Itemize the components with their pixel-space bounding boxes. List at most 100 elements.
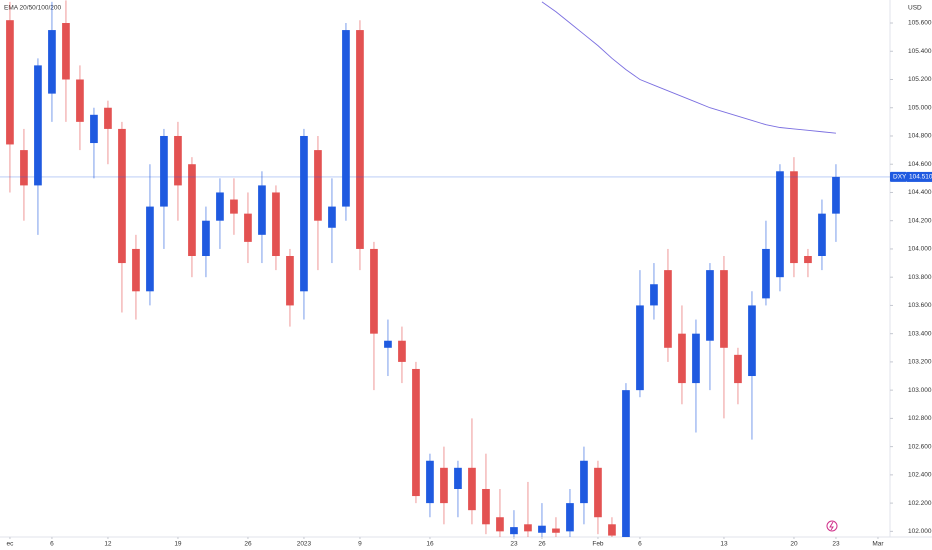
- y-tick-label: 102.400: [908, 472, 932, 479]
- x-tick-label: Mar: [872, 541, 884, 548]
- candle-body: [748, 305, 756, 377]
- y-tick-label: 103.200: [908, 359, 932, 366]
- candle-body: [244, 213, 252, 242]
- candle-body: [342, 30, 350, 207]
- candle-body: [132, 248, 140, 292]
- candle-body: [412, 368, 420, 497]
- candle-body: [510, 527, 518, 535]
- candle-body: [286, 256, 294, 306]
- candle-body: [790, 171, 798, 264]
- candle-body: [118, 128, 126, 264]
- x-tick-label: 12: [104, 541, 112, 548]
- x-tick-label: 26: [244, 541, 252, 548]
- candle-body: [818, 213, 826, 257]
- candle-body: [650, 284, 658, 306]
- candle-body: [328, 206, 336, 228]
- candle-body: [454, 467, 462, 489]
- replay-icon[interactable]: [826, 520, 838, 532]
- y-tick-label: 105.000: [908, 104, 932, 111]
- candle-body: [762, 248, 770, 299]
- y-tick-label: 103.000: [908, 387, 932, 394]
- candle-body: [482, 488, 490, 525]
- candle-body: [230, 199, 238, 214]
- candle-body: [440, 467, 448, 504]
- y-tick-label: 103.600: [908, 302, 932, 309]
- candle-body: [356, 30, 364, 249]
- candle-body: [664, 270, 672, 348]
- candle-body: [398, 340, 406, 362]
- icon-bolt: [829, 521, 834, 531]
- x-tick-label: 6: [638, 541, 642, 548]
- candle-body: [692, 333, 700, 384]
- y-tick-label: 104.600: [908, 161, 932, 168]
- candle-body: [832, 176, 840, 214]
- candle-body: [426, 460, 434, 504]
- y-tick-label: 102.800: [908, 415, 932, 422]
- candle-body: [314, 150, 322, 221]
- x-tick-label: 26: [538, 541, 546, 548]
- candle-body: [272, 192, 280, 257]
- candle-body: [202, 220, 210, 257]
- y-tick-label: 102.200: [908, 500, 932, 507]
- symbol-label: DXY: [893, 174, 907, 181]
- x-tick-label: 2023: [297, 541, 312, 548]
- y-tick-label: 102.000: [908, 528, 932, 535]
- last-price-tag: [907, 171, 932, 182]
- candle-body: [34, 65, 42, 186]
- y-tick-label: 102.600: [908, 443, 932, 450]
- candle-body: [174, 135, 182, 186]
- x-tick-label: ec: [7, 541, 15, 548]
- candle-body: [370, 248, 378, 334]
- y-tick-label: 105.200: [908, 76, 932, 83]
- x-tick-label: 6: [50, 541, 54, 548]
- candle-body: [384, 340, 392, 348]
- icon-circle: [826, 520, 838, 532]
- candle-body: [258, 185, 266, 235]
- last-price-label: 104.510: [909, 174, 932, 181]
- candle-body: [62, 23, 70, 80]
- ema-line: [541, 1, 837, 134]
- y-tick-label: 105.600: [908, 20, 932, 27]
- y-tick-label: 105.400: [908, 48, 932, 55]
- symbol-tag: [890, 171, 907, 182]
- y-tick-label: 103.400: [908, 330, 932, 337]
- candle-body: [188, 164, 196, 257]
- candle-body: [552, 528, 560, 533]
- candle-body: [734, 354, 742, 384]
- candle-body: [594, 467, 602, 518]
- y-tick-label: 103.800: [908, 274, 932, 281]
- x-tick-label: 23: [510, 541, 518, 548]
- indicator-label: EMA 20/50/100/200: [4, 5, 61, 12]
- x-tick-label: 13: [720, 541, 728, 548]
- x-tick-label: 23: [832, 541, 840, 548]
- y-tick-label: 104.000: [908, 246, 932, 253]
- candle-body: [636, 305, 644, 391]
- candle-body: [300, 135, 308, 292]
- candle-body: [538, 525, 546, 533]
- candle-body: [48, 30, 56, 94]
- candle-body: [90, 114, 98, 144]
- candle-body: [706, 270, 714, 341]
- candle-body: [104, 107, 112, 129]
- candle-body: [720, 270, 728, 348]
- candle-body: [678, 333, 686, 384]
- x-tick-label: 19: [174, 541, 182, 548]
- candle-body: [524, 524, 532, 532]
- y-tick-label: 104.800: [908, 133, 932, 140]
- candle-body: [622, 390, 630, 537]
- x-tick-label: Feb: [592, 541, 604, 548]
- candle-body: [6, 20, 14, 145]
- x-tick-label: 20: [790, 541, 798, 548]
- candle-body: [496, 517, 504, 532]
- candle-body: [804, 256, 812, 264]
- x-tick-label: 16: [426, 541, 434, 548]
- candle-body: [566, 503, 574, 532]
- candle-body: [20, 150, 28, 186]
- candle-body: [76, 79, 84, 122]
- candle-body: [146, 206, 154, 292]
- candle-body: [216, 192, 224, 221]
- y-tick-label: 104.400: [908, 189, 932, 196]
- x-tick-label: 9: [358, 541, 362, 548]
